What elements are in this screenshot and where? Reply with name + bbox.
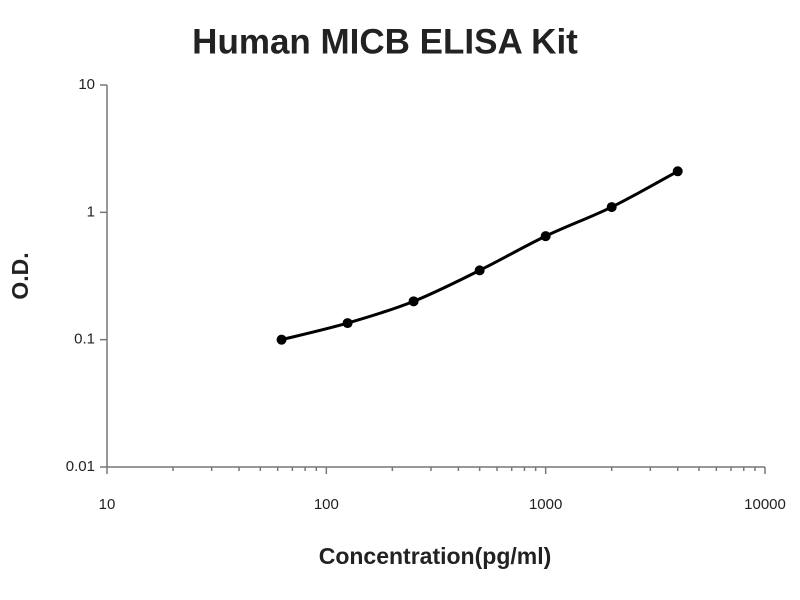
x-tick-label: 10000	[744, 496, 786, 513]
data-point	[276, 334, 287, 345]
data-point	[672, 166, 683, 177]
x-tick-label: 1000	[529, 496, 562, 513]
chart-title: Human MICB ELISA Kit	[192, 22, 578, 61]
y-tick-label: 0.1	[74, 331, 95, 348]
data-point	[474, 265, 485, 276]
data-point	[342, 318, 353, 329]
data-point	[408, 296, 419, 307]
y-axis-label: O.D.	[7, 252, 33, 299]
x-tick-label: 10	[99, 496, 116, 513]
data-point	[540, 231, 551, 242]
x-axis-label: Concentration(pg/ml)	[319, 543, 552, 569]
data-point	[606, 202, 617, 213]
y-tick-label: 0.01	[66, 458, 95, 475]
fit-curve	[281, 169, 679, 342]
y-tick-label: 10	[78, 76, 95, 93]
x-tick-label: 100	[314, 496, 339, 513]
y-tick-label: 1	[87, 203, 95, 220]
